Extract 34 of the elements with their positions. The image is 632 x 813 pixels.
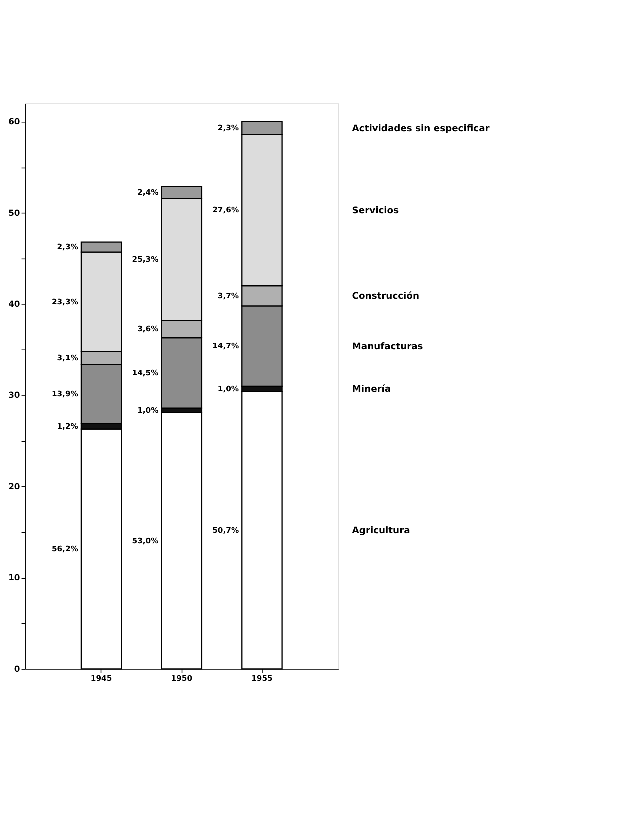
annotation: 2,4%	[138, 188, 160, 197]
text: Minería	[352, 384, 392, 396]
annotation: 3,1%	[57, 353, 79, 362]
annotation: 1,0%	[218, 384, 240, 394]
y-tick-label: 60	[8, 116, 20, 127]
annotation: 1,2%	[57, 422, 79, 431]
annotation: 25,3%	[132, 254, 160, 264]
text: Manufacturas	[352, 341, 424, 352]
text: Agricultura	[352, 526, 410, 537]
annotation: 50,7%	[212, 526, 240, 535]
x-tick-label: 1945	[90, 674, 112, 684]
annotation: 53,0%	[132, 536, 160, 546]
y-tick-label: 10	[8, 572, 20, 583]
x-tick-label: 1950	[171, 674, 192, 684]
text: Actividades sin especificar	[352, 123, 490, 134]
annotation: 1,0%	[138, 406, 160, 415]
annotation: 2,3%	[57, 242, 79, 252]
text: Construcción	[352, 291, 420, 302]
annotation: 27,6%	[212, 206, 240, 215]
text: Servicios	[352, 205, 400, 216]
y-tick-label: 50	[8, 208, 20, 218]
annotation: 23,3%	[52, 297, 79, 306]
annotation: 14,5%	[132, 368, 160, 378]
y-tick-label: 20	[8, 481, 20, 492]
y-tick-label: 0	[14, 664, 20, 674]
y-tick-label: 30	[8, 390, 20, 400]
annotation: 2,3%	[218, 124, 240, 133]
annotation: 14,7%	[212, 342, 240, 351]
y-tick-label: 40	[8, 299, 20, 309]
annotation: 3,7%	[218, 291, 240, 300]
annotation: 56,2%	[52, 544, 79, 554]
annotation: 3,6%	[138, 324, 160, 334]
annotation: 13,9%	[52, 389, 79, 398]
x-tick-label: 1955	[252, 674, 273, 684]
